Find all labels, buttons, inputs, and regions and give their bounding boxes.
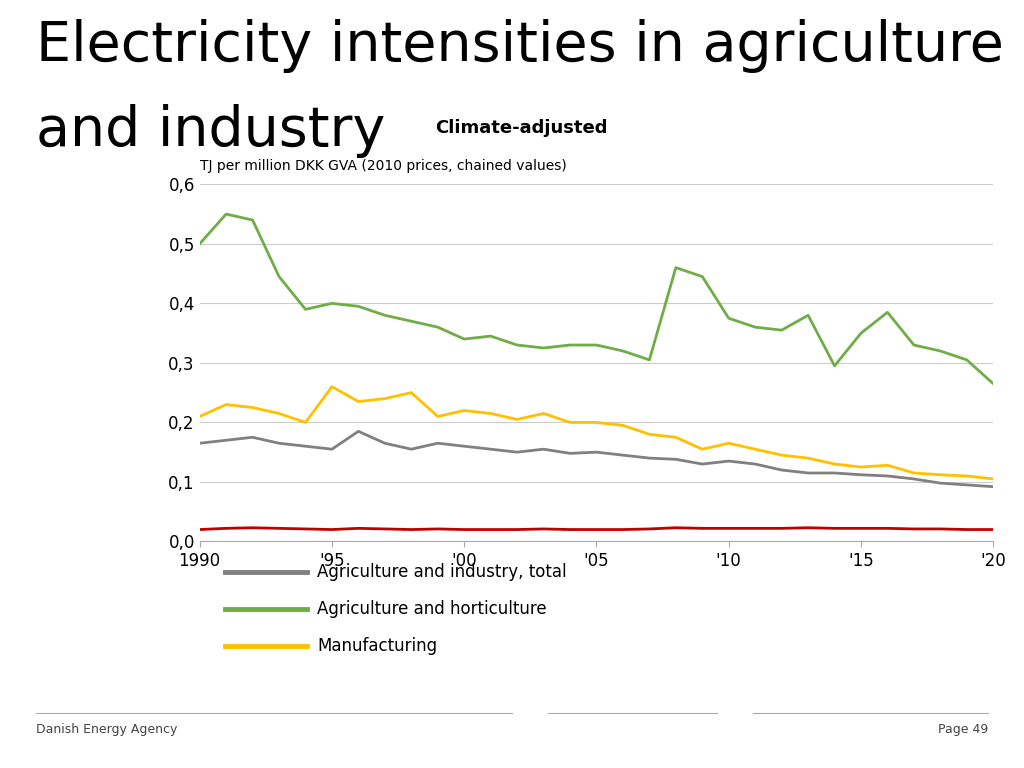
Text: Agriculture and horticulture: Agriculture and horticulture [317,600,547,618]
Text: Manufacturing: Manufacturing [317,637,437,655]
Text: Agriculture and industry, total: Agriculture and industry, total [317,563,567,581]
Text: Electricity intensities in agriculture: Electricity intensities in agriculture [36,19,1004,73]
Text: Climate-adjusted: Climate-adjusted [435,119,607,137]
Text: and industry: and industry [36,104,385,157]
Text: Page 49: Page 49 [938,723,988,737]
Text: Danish Energy Agency: Danish Energy Agency [36,723,177,737]
Text: TJ per million DKK GVA (2010 prices, chained values): TJ per million DKK GVA (2010 prices, cha… [200,159,566,173]
